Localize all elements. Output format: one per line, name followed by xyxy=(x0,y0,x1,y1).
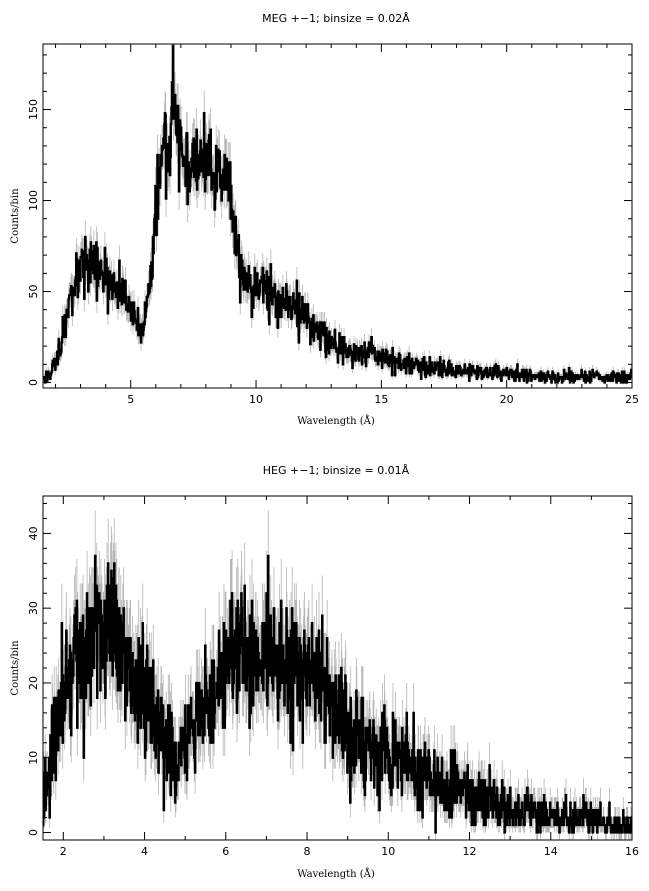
heg-y-axis: 0 10 20 30 40 xyxy=(27,502,632,836)
y-tick-label: 40 xyxy=(27,526,40,540)
spectrum-line xyxy=(43,44,632,384)
y-tick-label: 50 xyxy=(27,285,40,299)
y-tick-label: 20 xyxy=(27,676,40,690)
y-tick-label: 0 xyxy=(27,829,40,836)
meg-x-axis: 5 10 15 20 25 xyxy=(55,44,639,406)
x-tick-label: 14 xyxy=(544,845,558,858)
x-tick-label: 16 xyxy=(625,845,639,858)
heg-panel: HEG +−1; binsize = 0.01Å 2 4 6 8 10 12 14 16 0 1… xyxy=(10,464,639,880)
x-tick-label: 12 xyxy=(463,845,477,858)
heg-y-axis-label: Counts/bin xyxy=(10,640,21,696)
y-tick-label: 10 xyxy=(27,751,40,765)
error-bars xyxy=(43,44,632,385)
heg-x-axis: 2 4 6 8 10 12 14 16 xyxy=(60,496,639,858)
meg-chart-title: MEG +−1; binsize = 0.02Å xyxy=(262,12,410,25)
y-tick-label: 150 xyxy=(27,99,40,120)
x-tick-label: 4 xyxy=(141,845,148,858)
x-tick-label: 10 xyxy=(249,393,263,406)
x-tick-label: 20 xyxy=(500,393,514,406)
heg-x-axis-label: Wavelength (Å) xyxy=(297,868,375,880)
y-tick-label: 100 xyxy=(27,190,40,211)
x-tick-label: 15 xyxy=(374,393,388,406)
meg-plot-frame xyxy=(42,43,633,389)
x-tick-label: 2 xyxy=(60,845,67,858)
y-tick-label: 0 xyxy=(27,379,40,386)
meg-panel: MEG +−1; binsize = 0.02Å 5 10 15 20 25 0 50 10… xyxy=(10,12,639,427)
meg-plot-area xyxy=(43,44,632,385)
x-tick-label: 8 xyxy=(304,845,311,858)
heg-chart-title: HEG +−1; binsize = 0.01Å xyxy=(263,464,410,477)
x-tick-label: 6 xyxy=(222,845,229,858)
y-tick-label: 30 xyxy=(27,601,40,615)
spectrum-line xyxy=(43,554,632,834)
meg-y-axis-label: Counts/bin xyxy=(10,188,21,244)
meg-y-axis: 0 50 100 150 xyxy=(27,54,632,386)
x-tick-label: 5 xyxy=(127,393,134,406)
x-tick-label: 25 xyxy=(625,393,639,406)
heg-plot-area xyxy=(43,510,632,840)
x-tick-label: 10 xyxy=(381,845,395,858)
meg-x-axis-label: Wavelength (Å) xyxy=(297,415,375,427)
